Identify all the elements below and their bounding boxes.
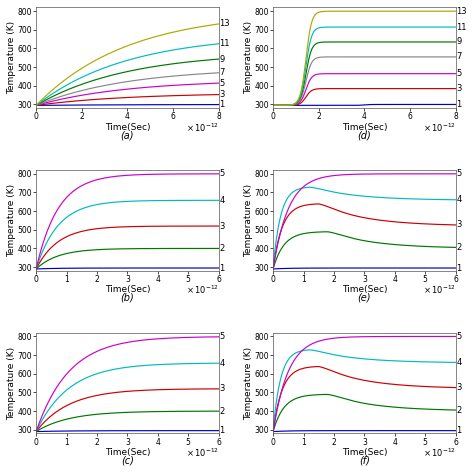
Text: $\times\,10^{-12}$: $\times\,10^{-12}$ xyxy=(423,121,456,134)
Text: (d): (d) xyxy=(357,130,371,140)
Text: 1: 1 xyxy=(456,426,462,435)
Text: $\times\,10^{-12}$: $\times\,10^{-12}$ xyxy=(423,447,456,459)
Text: 2: 2 xyxy=(456,406,462,415)
Y-axis label: Temperature (K): Temperature (K) xyxy=(7,346,16,419)
Text: 5: 5 xyxy=(456,69,462,78)
Text: 3: 3 xyxy=(456,84,462,93)
Text: 9: 9 xyxy=(219,55,225,64)
Text: 3: 3 xyxy=(219,221,225,230)
Y-axis label: Temperature (K): Temperature (K) xyxy=(244,21,253,94)
Y-axis label: Temperature (K): Temperature (K) xyxy=(244,184,253,257)
Text: 2: 2 xyxy=(219,407,225,416)
Text: 1: 1 xyxy=(456,264,462,273)
Text: (a): (a) xyxy=(120,130,134,140)
Text: 3: 3 xyxy=(456,220,462,229)
Text: $\times\,10^{-12}$: $\times\,10^{-12}$ xyxy=(186,284,219,296)
Text: 13: 13 xyxy=(456,7,467,16)
Text: 7: 7 xyxy=(456,53,462,62)
X-axis label: Time(Sec): Time(Sec) xyxy=(105,285,150,294)
Text: 4: 4 xyxy=(219,196,225,205)
Text: 1: 1 xyxy=(219,264,225,273)
Y-axis label: Temperature (K): Temperature (K) xyxy=(7,184,16,257)
Text: 11: 11 xyxy=(219,39,230,48)
Text: 5: 5 xyxy=(456,169,462,178)
Text: 7: 7 xyxy=(219,68,225,77)
Text: 3: 3 xyxy=(456,383,462,392)
Text: 2: 2 xyxy=(456,243,462,252)
Text: 1: 1 xyxy=(219,100,225,109)
Text: 3: 3 xyxy=(219,384,225,393)
Text: 5: 5 xyxy=(219,79,225,88)
Text: 5: 5 xyxy=(219,332,225,341)
Text: (b): (b) xyxy=(120,293,134,303)
X-axis label: Time(Sec): Time(Sec) xyxy=(342,123,387,132)
Text: 9: 9 xyxy=(456,37,462,46)
Text: 4: 4 xyxy=(219,359,225,368)
Text: 5: 5 xyxy=(219,169,225,178)
Text: 1: 1 xyxy=(456,100,462,109)
Text: $\times\,10^{-12}$: $\times\,10^{-12}$ xyxy=(423,284,456,296)
Y-axis label: Temperature (K): Temperature (K) xyxy=(244,346,253,419)
Text: 1: 1 xyxy=(219,426,225,435)
Y-axis label: Temperature (K): Temperature (K) xyxy=(7,21,16,94)
Text: (f): (f) xyxy=(359,456,370,465)
Text: 11: 11 xyxy=(456,23,467,32)
Text: $\times\,10^{-12}$: $\times\,10^{-12}$ xyxy=(186,121,219,134)
X-axis label: Time(Sec): Time(Sec) xyxy=(105,123,150,132)
Text: 3: 3 xyxy=(219,90,225,99)
Text: 5: 5 xyxy=(456,332,462,341)
X-axis label: Time(Sec): Time(Sec) xyxy=(105,448,150,457)
Text: 4: 4 xyxy=(456,358,462,367)
Text: 4: 4 xyxy=(456,195,462,204)
Text: 2: 2 xyxy=(219,244,225,253)
Text: (e): (e) xyxy=(357,293,371,303)
Text: $\times\,10^{-12}$: $\times\,10^{-12}$ xyxy=(186,447,219,459)
Text: (c): (c) xyxy=(121,456,134,465)
Text: 13: 13 xyxy=(219,19,230,28)
X-axis label: Time(Sec): Time(Sec) xyxy=(342,285,387,294)
X-axis label: Time(Sec): Time(Sec) xyxy=(342,448,387,457)
